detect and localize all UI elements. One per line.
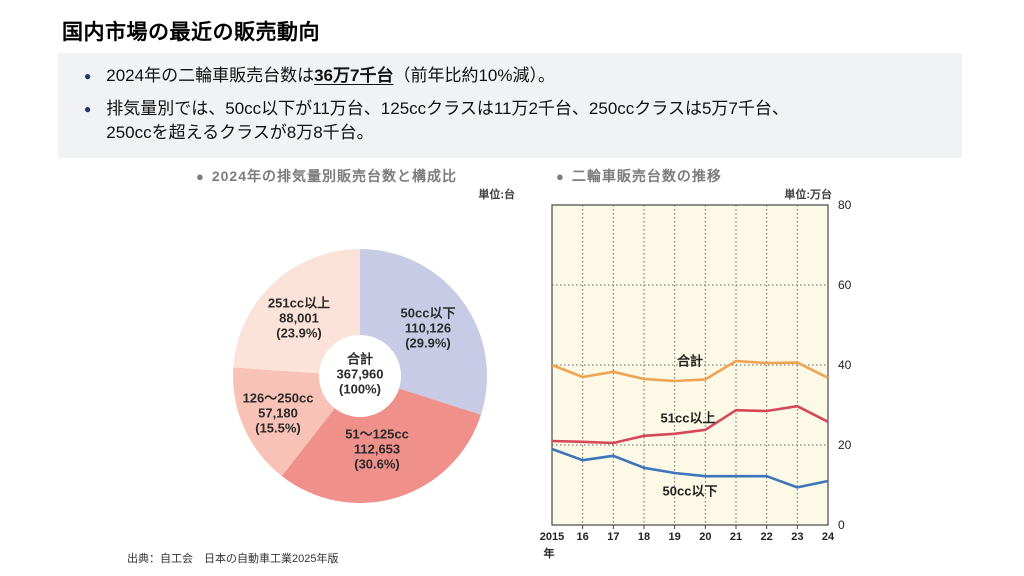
series-label-50cc-under: 50cc以下 [662, 483, 718, 499]
x-tick-label: 19 [668, 531, 681, 543]
y-tick-label: 0 [838, 518, 845, 532]
bullet-item-sales-total: ● 2024年の二輪車販売台数は36万7千台（前年比約10%減）。 [84, 64, 944, 88]
page-title: 国内市場の最近の販売動向 [62, 21, 320, 44]
series-label-51cc-over: 51cc以上 [660, 410, 716, 426]
x-tick-label: 22 [760, 531, 773, 543]
emphasized-sales-figure: 36万7千台 [314, 66, 394, 85]
line-unit-label: 単位:万台 [784, 189, 832, 201]
x-tick-label: 16 [576, 531, 589, 543]
series-label-total: 合計 [676, 353, 704, 369]
x-tick-label: 24 [821, 531, 835, 543]
x-tick-label: 17 [607, 531, 620, 543]
bullet-text-by-displacement: 排気量別では、50cc以下が11万台、125ccクラスは11万2千台、250cc… [106, 99, 789, 142]
pie-label-126-250cc: 126～250cc 57,180 (15.5%) [242, 390, 314, 436]
y-tick-label: 40 [838, 358, 852, 372]
section-bullet-icon: ● [556, 169, 565, 184]
section-bullet-icon: ● [196, 169, 205, 184]
y-tick-label: 60 [838, 278, 852, 292]
bullet-icon: ● [84, 69, 92, 83]
pie-label-251cc-over: 251cc以上 88,001 (23.9%) [267, 295, 331, 341]
pie-center-total-label: 合計 367,960 (100%) [336, 351, 384, 397]
line-chart-title: ● 二輪車販売台数の推移 [556, 168, 722, 184]
x-tick-label: 20 [699, 531, 712, 543]
pie-chart-title: ● 2024年の排気量別販売台数と構成比 [196, 168, 458, 184]
line-chart [551, 204, 829, 529]
pie-label-50cc-under: 50cc以下 110,126 (29.9%) [400, 305, 456, 351]
pie-chart [233, 249, 487, 503]
summary-box: ● 2024年の二輪車販売台数は36万7千台（前年比約10%減）。 ● 排気量別… [58, 53, 962, 158]
pie-unit-label: 単位:台 [478, 189, 515, 201]
source-note: 出典：自工会 日本の自動車工業2025年版 [127, 553, 339, 565]
x-axis-unit-label: 年 [543, 548, 555, 560]
bullet-text-sales-total: 2024年の二輪車販売台数は36万7千台（前年比約10%減）。 [106, 66, 555, 85]
bullet-item-by-displacement: ● 排気量別では、50cc以下が11万台、125ccクラスは11万2千台、250… [84, 97, 944, 145]
y-tick-label: 80 [838, 198, 852, 212]
x-tick-label: 18 [637, 531, 651, 543]
pie-label-51-125cc: 51～125cc 112,653 (30.6%) [345, 426, 409, 472]
bullet-icon: ● [84, 102, 92, 116]
x-tick-label: 21 [729, 531, 743, 543]
x-tick-label: 23 [791, 531, 804, 543]
y-tick-label: 20 [838, 438, 852, 452]
x-tick-label: 2015 [539, 531, 565, 543]
